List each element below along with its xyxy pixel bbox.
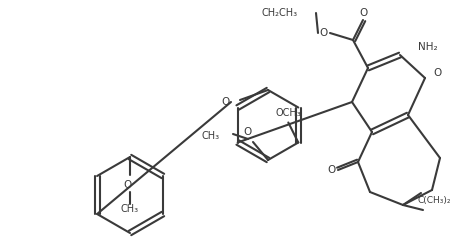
Text: O: O bbox=[433, 68, 441, 78]
Text: O: O bbox=[328, 165, 336, 175]
Text: CH₃: CH₃ bbox=[202, 131, 220, 141]
Text: O: O bbox=[319, 28, 327, 38]
Text: CH₃: CH₃ bbox=[121, 204, 139, 214]
Text: O: O bbox=[244, 127, 252, 137]
Text: CH₂CH₃: CH₂CH₃ bbox=[262, 8, 298, 18]
Text: NH₂: NH₂ bbox=[418, 42, 438, 52]
Text: O: O bbox=[123, 180, 131, 190]
Text: O: O bbox=[359, 8, 367, 18]
Text: OCH₃: OCH₃ bbox=[276, 108, 301, 117]
Text: C(CH₃)₂: C(CH₃)₂ bbox=[417, 196, 450, 205]
Text: O: O bbox=[222, 97, 230, 107]
